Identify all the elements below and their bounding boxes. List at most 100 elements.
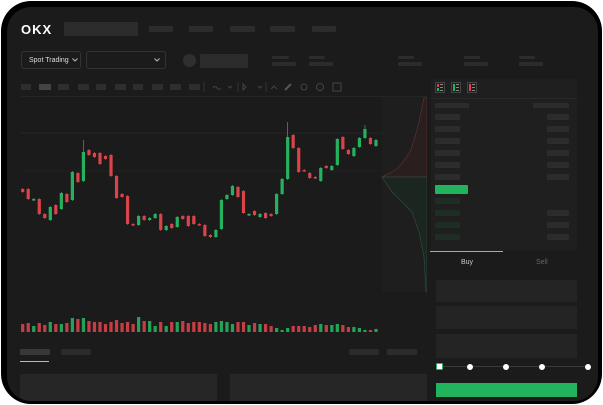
pencil-icon[interactable]	[284, 83, 292, 91]
slider-mark-100[interactable]	[585, 364, 591, 370]
nav-item[interactable]	[270, 26, 295, 32]
candle-down	[109, 155, 113, 176]
timeframe-button-active[interactable]	[39, 84, 51, 90]
nav-item[interactable]	[312, 26, 336, 32]
timeframe-button[interactable]	[96, 84, 106, 90]
fullscreen-icon[interactable]	[332, 82, 342, 92]
app-screen: OKX Spot Trading	[7, 7, 598, 401]
candle-down	[324, 166, 328, 168]
nav-item[interactable]	[230, 26, 255, 32]
volume-bar	[153, 326, 157, 332]
filter-button[interactable]	[349, 349, 379, 355]
candle-up	[286, 137, 290, 179]
nav-item[interactable]	[149, 26, 173, 32]
indicator-icon[interactable]	[270, 85, 278, 90]
ask-amount	[547, 150, 569, 156]
okx-logo[interactable]: OKX	[21, 22, 53, 37]
candle-down	[98, 153, 102, 164]
slider-handle[interactable]	[436, 363, 443, 370]
orderbook-asks-icon[interactable]	[467, 82, 477, 93]
nav-item[interactable]	[189, 26, 213, 32]
chevron-down-icon	[71, 58, 78, 62]
bid-price[interactable]	[435, 222, 460, 228]
stat-value	[464, 62, 488, 66]
slider-mark-50[interactable]	[503, 364, 509, 370]
volume-bar	[335, 324, 339, 332]
volume-bar	[275, 328, 279, 332]
candle-up	[59, 193, 63, 209]
orderbook-bids-icon[interactable]	[451, 82, 461, 93]
volume-bar	[263, 324, 268, 332]
ask-price[interactable]	[435, 138, 460, 144]
volume-bar	[76, 319, 80, 332]
candle-down	[76, 173, 80, 182]
timeframe-button[interactable]	[152, 84, 163, 90]
ask-price[interactable]	[435, 150, 460, 156]
ask-price[interactable]	[435, 162, 460, 168]
timeframe-button[interactable]	[115, 84, 126, 90]
slider-mark-25[interactable]	[467, 364, 473, 370]
pair-dropdown[interactable]	[86, 51, 166, 69]
cursor-icon[interactable]	[242, 82, 247, 92]
buy-button[interactable]	[436, 383, 577, 397]
candle-down	[308, 173, 312, 178]
candle-down	[87, 150, 91, 155]
pair-price	[200, 54, 248, 68]
candle-up	[225, 195, 229, 199]
total-input[interactable]	[436, 334, 577, 358]
timeframe-button[interactable]	[170, 84, 181, 90]
volume-bar	[247, 325, 251, 332]
stat-label	[519, 56, 535, 59]
stat-label	[464, 56, 480, 59]
bid-amount	[547, 234, 569, 240]
ask-price[interactable]	[435, 174, 460, 180]
orderbook-both-icon[interactable]	[435, 82, 445, 93]
candle-up	[280, 179, 284, 194]
chevron-down-icon	[154, 58, 160, 62]
volume-bar	[286, 328, 290, 332]
tab-order-history[interactable]	[61, 349, 91, 355]
volume-bar	[341, 325, 345, 332]
volume-bar	[109, 322, 113, 332]
chevron-down-icon[interactable]	[227, 85, 233, 89]
bid-price[interactable]	[435, 198, 460, 204]
camera-icon[interactable]	[300, 83, 308, 91]
coin-icon	[183, 54, 196, 67]
timeframe-button[interactable]	[21, 84, 31, 90]
volume-bar	[59, 324, 63, 332]
candle-down	[302, 170, 306, 172]
candle-down	[142, 216, 146, 220]
candle-up	[219, 200, 224, 229]
candle-down	[181, 216, 185, 219]
search-bar[interactable]	[64, 22, 138, 36]
slider-track[interactable]	[439, 366, 589, 367]
chart-type-icon[interactable]	[212, 86, 222, 90]
candle-up	[32, 199, 36, 201]
timeframe-button[interactable]	[133, 84, 143, 90]
ask-price[interactable]	[435, 114, 460, 120]
timeframe-button[interactable]	[189, 84, 200, 90]
bid-price[interactable]	[435, 210, 460, 216]
filter-button[interactable]	[387, 349, 417, 355]
volume-bar	[137, 317, 141, 332]
tab-sell[interactable]: Sell	[536, 259, 548, 266]
volume-bar	[114, 320, 119, 332]
candle-down	[65, 194, 69, 202]
candlestick-chart[interactable]	[7, 97, 427, 337]
settings-icon[interactable]	[316, 83, 324, 91]
candle-down	[114, 176, 119, 198]
candle-up	[175, 217, 179, 227]
amount-input[interactable]	[436, 306, 577, 329]
price-input[interactable]	[436, 280, 577, 302]
ask-price[interactable]	[435, 126, 460, 132]
bid-price[interactable]	[435, 234, 460, 240]
volume-bar	[308, 327, 312, 332]
volume-bar	[159, 322, 163, 332]
slider-mark-75[interactable]	[539, 364, 545, 370]
spot-trading-dropdown[interactable]: Spot Trading	[21, 51, 81, 69]
tab-open-orders[interactable]	[20, 349, 50, 355]
tab-buy[interactable]: Buy	[461, 259, 474, 266]
timeframe-button[interactable]	[78, 84, 89, 90]
timeframe-button[interactable]	[58, 84, 69, 90]
chevron-down-icon[interactable]	[257, 85, 263, 89]
